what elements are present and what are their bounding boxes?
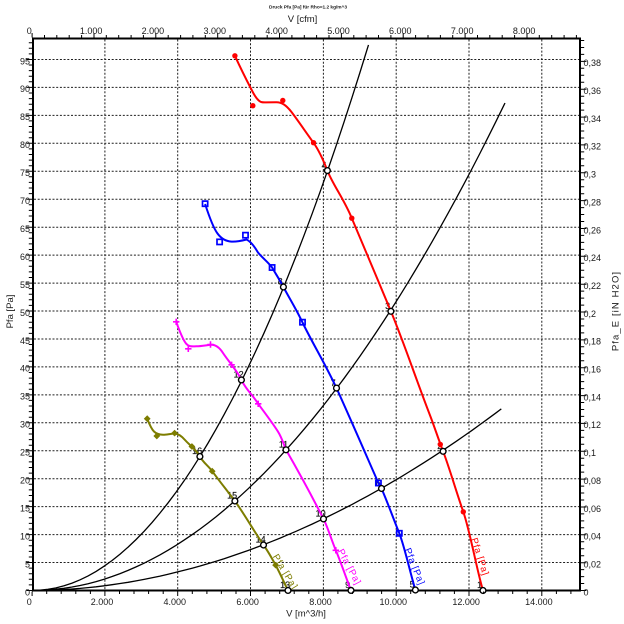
svg-text:40: 40	[20, 364, 30, 374]
svg-text:60: 60	[20, 252, 30, 262]
svg-text:9: 9	[345, 580, 350, 590]
svg-text:8.000: 8.000	[309, 597, 332, 607]
svg-text:0: 0	[25, 587, 30, 597]
svg-text:Pfa [Pa]: Pfa [Pa]	[402, 547, 427, 588]
svg-text:0,34: 0,34	[584, 114, 602, 124]
svg-text:35: 35	[20, 392, 30, 402]
svg-text:4.000: 4.000	[164, 597, 187, 607]
svg-text:2.000: 2.000	[91, 597, 114, 607]
svg-text:3: 3	[385, 301, 390, 311]
svg-text:30: 30	[20, 420, 30, 430]
svg-text:85: 85	[20, 112, 30, 122]
svg-text:45: 45	[20, 336, 30, 346]
svg-text:0,28: 0,28	[584, 197, 602, 207]
svg-text:0: 0	[27, 597, 32, 607]
svg-text:0: 0	[27, 26, 32, 36]
svg-text:70: 70	[20, 196, 30, 206]
svg-text:50: 50	[20, 308, 30, 318]
svg-text:0,32: 0,32	[584, 142, 602, 152]
svg-text:0: 0	[584, 587, 589, 597]
svg-text:55: 55	[20, 280, 30, 290]
svg-text:4.000: 4.000	[265, 26, 288, 36]
svg-text:2.000: 2.000	[142, 26, 165, 36]
svg-text:20: 20	[20, 476, 30, 486]
svg-text:Pfa [Pa]: Pfa [Pa]	[5, 295, 16, 329]
svg-text:7.000: 7.000	[451, 26, 474, 36]
svg-text:0,2: 0,2	[584, 309, 597, 319]
svg-text:1.000: 1.000	[80, 26, 103, 36]
svg-text:Druck Pfa [Pa] für Rho=1.2 kg/: Druck Pfa [Pa] für Rho=1.2 kg/m^3	[269, 5, 347, 11]
svg-text:15: 15	[20, 503, 30, 513]
svg-text:4: 4	[322, 160, 327, 170]
svg-text:Pfa [Pa]: Pfa [Pa]	[468, 537, 491, 578]
svg-text:90: 90	[20, 84, 30, 94]
svg-text:6.000: 6.000	[389, 26, 412, 36]
svg-text:3.000: 3.000	[204, 26, 227, 36]
svg-text:8.000: 8.000	[513, 26, 536, 36]
svg-text:Pfa_E [iN H2O]: Pfa_E [iN H2O]	[610, 271, 621, 351]
svg-text:25: 25	[20, 448, 30, 458]
svg-text:0,06: 0,06	[584, 504, 602, 514]
svg-text:0,08: 0,08	[584, 476, 602, 486]
svg-text:10.000: 10.000	[380, 597, 408, 607]
svg-text:0,1: 0,1	[584, 448, 597, 458]
svg-text:0,02: 0,02	[584, 560, 602, 570]
svg-text:0,18: 0,18	[584, 337, 602, 347]
svg-text:0,38: 0,38	[584, 58, 602, 68]
svg-text:0,24: 0,24	[584, 253, 602, 263]
svg-text:80: 80	[20, 140, 30, 150]
svg-text:12.000: 12.000	[452, 597, 480, 607]
svg-text:0,14: 0,14	[584, 392, 602, 402]
svg-text:0,22: 0,22	[584, 281, 602, 291]
svg-text:V [m^3/h]: V [m^3/h]	[286, 608, 326, 619]
svg-text:14.000: 14.000	[525, 597, 553, 607]
svg-text:0,16: 0,16	[584, 365, 602, 375]
svg-text:5.000: 5.000	[327, 26, 350, 36]
svg-text:65: 65	[20, 224, 30, 234]
svg-text:0,36: 0,36	[584, 86, 602, 96]
svg-text:5: 5	[410, 580, 415, 590]
svg-text:95: 95	[20, 56, 30, 66]
svg-text:6.000: 6.000	[236, 597, 259, 607]
svg-text:1: 1	[477, 580, 482, 590]
svg-text:0,04: 0,04	[584, 532, 602, 542]
svg-text:5: 5	[25, 559, 30, 569]
svg-text:0,26: 0,26	[584, 225, 602, 235]
svg-text:75: 75	[20, 168, 30, 178]
svg-text:0,12: 0,12	[584, 420, 602, 430]
svg-text:V [cfm]: V [cfm]	[288, 14, 318, 25]
svg-text:0,3: 0,3	[584, 170, 597, 180]
svg-text:10: 10	[20, 531, 30, 541]
